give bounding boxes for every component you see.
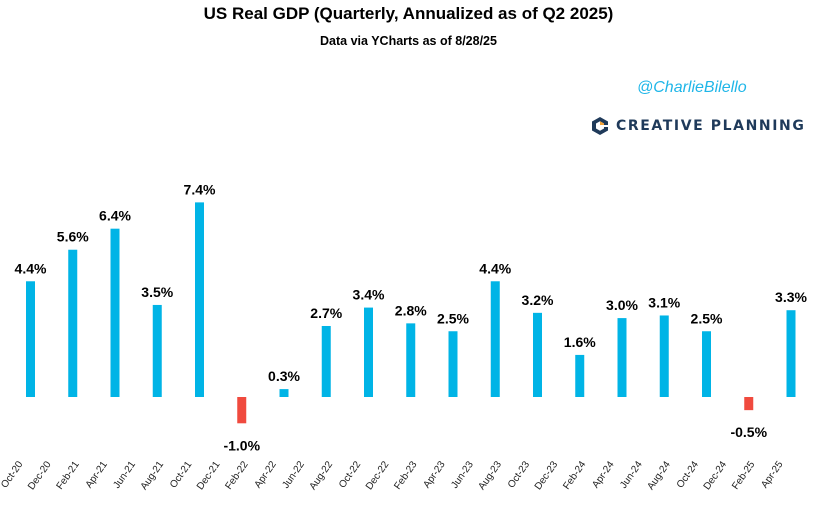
bar-oct-20 xyxy=(26,281,35,397)
x-tick-label: Oct-22 xyxy=(337,459,363,490)
data-label-jun-21: 6.4% xyxy=(99,208,131,224)
bar-feb-23 xyxy=(321,325,331,397)
bar-jun-23 xyxy=(364,307,373,397)
data-label-jun-25: 3.0% xyxy=(606,297,638,313)
x-tick-label: Oct-20 xyxy=(0,459,26,490)
bar-oct-25 xyxy=(659,315,669,397)
data-label-feb-23: 2.7% xyxy=(310,305,342,321)
x-tick-label: Dec-23 xyxy=(533,459,561,492)
chart-subtitle: Data via YCharts as of 8/28/25 xyxy=(320,34,497,48)
data-label-oct-24: 3.2% xyxy=(522,292,554,308)
x-tick-label: Aug-22 xyxy=(308,459,336,492)
x-tick-label: Apr-24 xyxy=(590,459,616,490)
x-tick-label: Apr-23 xyxy=(421,459,447,490)
data-label-feb-26: 2.5% xyxy=(691,310,723,326)
x-tick-label: Jun-23 xyxy=(449,459,476,491)
bar-jun-24 xyxy=(490,281,500,397)
creative-planning-logo: CREATIVE PLANNING xyxy=(590,116,805,136)
data-label-jun-22: -1.0% xyxy=(223,437,260,453)
bar-feb-22 xyxy=(195,202,204,397)
data-label-jun-24: 4.4% xyxy=(479,260,511,276)
logo-text: CREATIVE PLANNING xyxy=(616,118,806,134)
x-tick-label: Dec-22 xyxy=(364,459,392,492)
data-label-feb-24: 2.5% xyxy=(437,310,469,326)
bar-oct-24 xyxy=(533,312,542,397)
x-tick-label: Dec-24 xyxy=(702,459,730,492)
data-label-feb-21: 5.6% xyxy=(57,229,89,245)
x-tick-label: Jun-22 xyxy=(280,459,307,491)
bar-oct-22 xyxy=(279,389,289,397)
x-tick-label: Oct-23 xyxy=(506,459,532,490)
bar-jun-25 xyxy=(617,318,627,397)
x-tick-label: Dec-20 xyxy=(26,459,54,492)
data-label-feb-25: 1.6% xyxy=(564,334,596,350)
x-tick-label: Oct-24 xyxy=(675,459,701,490)
data-label-feb-22: 7.4% xyxy=(184,181,216,197)
x-tick-label: Feb-25 xyxy=(730,459,757,492)
data-label-oct-22: 0.3% xyxy=(268,368,300,384)
data-label-oct-26: 3.3% xyxy=(775,289,807,305)
bar-feb-26 xyxy=(702,331,711,397)
x-tick-label: Apr-25 xyxy=(759,459,785,490)
bar-oct-26 xyxy=(786,310,796,397)
x-tick-label: Dec-21 xyxy=(195,459,223,492)
bar-feb-25 xyxy=(575,354,585,397)
bar-jun-26 xyxy=(744,397,754,411)
data-label-oct-23: 2.8% xyxy=(395,302,427,318)
x-tick-label: Apr-22 xyxy=(253,459,279,490)
x-tick-label: Feb-24 xyxy=(561,459,588,492)
data-label-oct-25: 3.1% xyxy=(648,294,680,310)
creative-planning-logo-icon xyxy=(592,117,608,135)
x-tick-label: Jun-21 xyxy=(112,459,139,491)
x-tick-label: Aug-24 xyxy=(645,459,673,492)
bar-jun-22 xyxy=(237,397,247,424)
x-tick-label: Aug-23 xyxy=(476,459,504,492)
author-handle: @CharlieBilello xyxy=(637,79,747,96)
bar-oct-23 xyxy=(406,323,416,397)
bar-feb-24 xyxy=(448,331,458,397)
bar-oct-21 xyxy=(152,304,162,397)
x-tick-label: Oct-21 xyxy=(168,459,194,490)
data-label-oct-21: 3.5% xyxy=(141,284,173,300)
data-label-jun-26: -0.5% xyxy=(730,424,767,440)
data-label-oct-20: 4.4% xyxy=(15,260,47,276)
x-tick-label: Feb-22 xyxy=(223,459,250,492)
x-tick-label: Feb-21 xyxy=(55,459,82,492)
bar-jun-21 xyxy=(110,228,120,397)
x-tick-label: Feb-23 xyxy=(392,459,419,492)
chart-title: US Real GDP (Quarterly, Annualized as of… xyxy=(203,4,614,23)
bar-feb-21 xyxy=(68,249,78,397)
x-tick-label: Jun-24 xyxy=(618,459,645,491)
x-tick-label: Aug-21 xyxy=(139,459,167,492)
data-label-jun-23: 3.4% xyxy=(353,287,385,303)
x-tick-label: Apr-21 xyxy=(84,459,110,490)
